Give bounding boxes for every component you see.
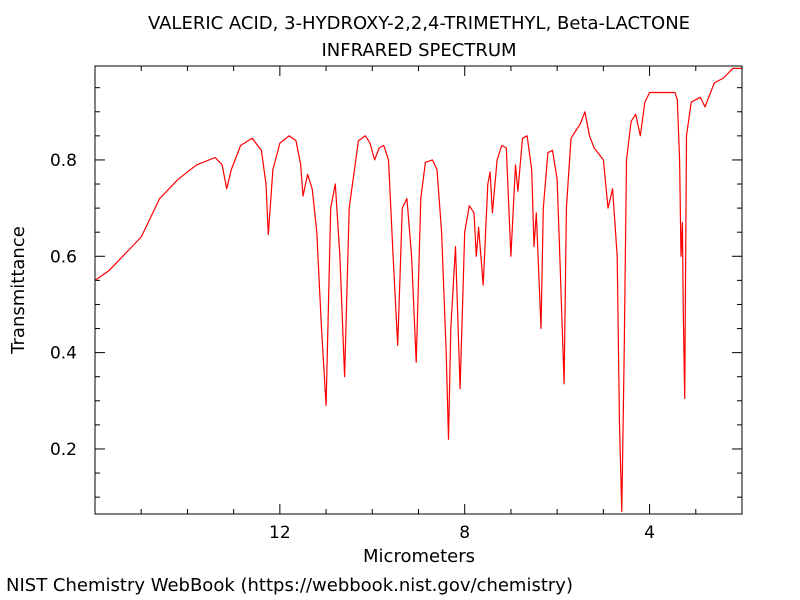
spectrum-line — [94, 67, 742, 513]
chart-subtitle: INFRARED SPECTRUM — [321, 40, 516, 61]
source-credit: NIST Chemistry WebBook (https://webbook.… — [6, 575, 573, 596]
tick-label: 0.2 — [50, 440, 77, 460]
tick-label: 0.8 — [50, 151, 77, 171]
tick-labels: 12 8 4 0.2 0.4 0.6 0.8 — [50, 151, 655, 543]
tick-label: 12 — [269, 523, 291, 543]
tick-label: 4 — [644, 523, 655, 543]
axis-ticks — [94, 66, 743, 514]
tick-label: 0.6 — [50, 247, 77, 267]
tick-label: 8 — [459, 523, 470, 543]
plot-frame — [94, 65, 743, 515]
x-axis-label: Micrometers — [363, 546, 475, 567]
y-axis-label: Transmittance — [8, 226, 29, 355]
tick-label: 0.4 — [50, 344, 77, 364]
chart-title: VALERIC ACID, 3-HYDROXY-2,2,4-TRIMETHYL,… — [148, 13, 690, 34]
